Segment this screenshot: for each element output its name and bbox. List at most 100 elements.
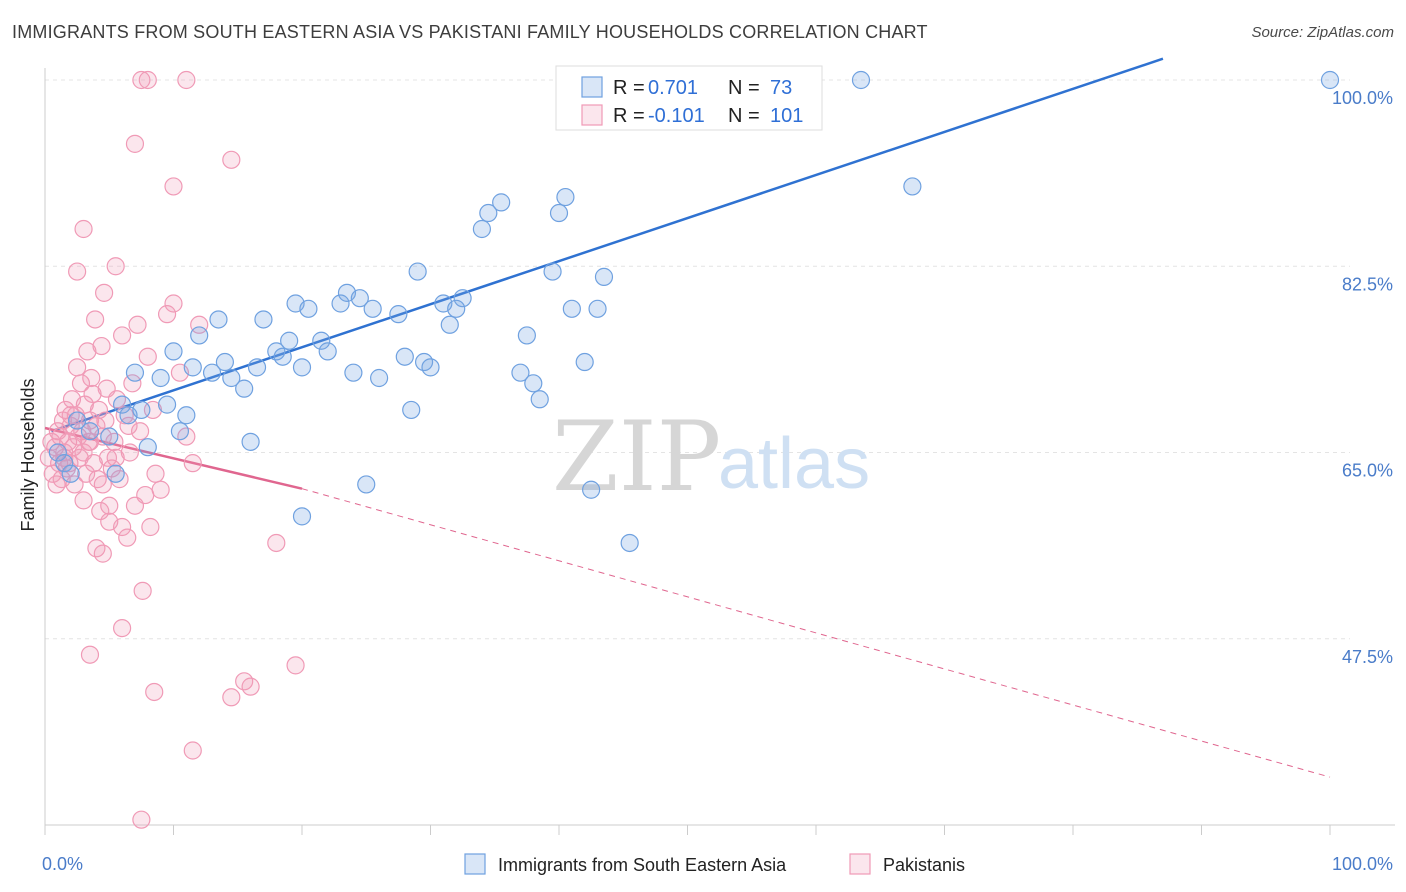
point-pakistanis bbox=[138, 347, 157, 366]
point-immigrants-se-asia bbox=[254, 310, 273, 329]
point-immigrants-se-asia bbox=[61, 464, 80, 483]
point-pakistanis bbox=[118, 528, 137, 547]
point-pakistanis bbox=[80, 645, 100, 664]
point-immigrants-se-asia bbox=[479, 203, 498, 223]
point-immigrants-se-asia bbox=[138, 438, 157, 457]
point-immigrants-se-asia bbox=[222, 368, 241, 388]
point-pakistanis bbox=[222, 150, 241, 169]
point-pakistanis bbox=[65, 475, 84, 494]
point-pakistanis bbox=[100, 496, 119, 515]
point-pakistanis bbox=[132, 70, 151, 90]
point-pakistanis bbox=[68, 262, 87, 281]
point-immigrants-se-asia bbox=[80, 422, 100, 441]
watermark: ZIP atlas bbox=[552, 401, 870, 513]
point-pakistanis bbox=[132, 810, 151, 829]
point-pakistanis bbox=[183, 741, 202, 760]
legend-n-label: N = bbox=[728, 105, 760, 127]
point-immigrants-se-asia bbox=[440, 315, 459, 334]
point-pakistanis bbox=[95, 283, 114, 302]
legend-n-value: 73 bbox=[770, 77, 792, 99]
point-pakistanis bbox=[222, 688, 241, 707]
point-immigrants-se-asia bbox=[106, 464, 125, 483]
point-pakistanis bbox=[267, 533, 286, 553]
point-pakistanis bbox=[98, 448, 118, 467]
point-immigrants-se-asia bbox=[594, 267, 614, 286]
point-immigrants-se-asia bbox=[299, 299, 318, 318]
trend-line-pakistanis-extension bbox=[301, 488, 1331, 778]
point-immigrants-se-asia bbox=[312, 331, 331, 350]
y-tick-label: 65.0% bbox=[1342, 461, 1393, 481]
legend-r-label: R = bbox=[613, 77, 645, 99]
point-immigrants-se-asia bbox=[344, 363, 363, 382]
point-immigrants-se-asia bbox=[209, 310, 228, 329]
point-pakistanis bbox=[145, 682, 164, 702]
watermark-atlas: atlas bbox=[718, 424, 870, 504]
point-pakistanis bbox=[83, 384, 102, 404]
point-pakistanis bbox=[78, 342, 97, 361]
point-immigrants-se-asia bbox=[530, 390, 549, 409]
point-immigrants-se-asia bbox=[588, 299, 607, 318]
point-pakistanis bbox=[120, 443, 139, 462]
point-immigrants-se-asia bbox=[472, 219, 491, 239]
point-pakistanis bbox=[151, 480, 170, 499]
point-immigrants-se-asia bbox=[620, 533, 639, 553]
legend-swatch-blue bbox=[581, 76, 603, 98]
point-pakistanis bbox=[43, 464, 62, 483]
point-immigrants-se-asia bbox=[280, 331, 299, 350]
y-tick-label: 82.5% bbox=[1342, 274, 1393, 294]
legend-r-value: 0.701 bbox=[648, 77, 698, 99]
point-pakistanis bbox=[138, 70, 157, 90]
point-pakistanis bbox=[164, 177, 183, 196]
point-immigrants-se-asia bbox=[112, 395, 132, 414]
point-immigrants-se-asia bbox=[421, 358, 440, 377]
point-immigrants-se-asia bbox=[273, 347, 292, 366]
series-legend: Immigrants from South Eastern Asia Pakist… bbox=[464, 853, 965, 875]
x-tick-labels: 0.0% 100.0% bbox=[42, 854, 1393, 874]
point-immigrants-se-asia bbox=[68, 411, 87, 430]
point-pakistanis bbox=[93, 544, 112, 563]
data-points bbox=[39, 70, 1340, 829]
point-immigrants-se-asia bbox=[350, 289, 369, 308]
correlation-legend: R = 0.701 N = 73 R = -0.101 N = 101 bbox=[555, 65, 823, 131]
point-pakistanis bbox=[136, 485, 155, 505]
legend-n-value: 101 bbox=[770, 105, 803, 127]
x-tick-label: 0.0% bbox=[42, 854, 83, 874]
chart-title: IMMIGRANTS FROM SOUTH EASTERN ASIA VS PA… bbox=[12, 22, 928, 42]
point-immigrants-se-asia bbox=[48, 443, 67, 462]
series-legend-label: Pakistanis bbox=[883, 855, 965, 875]
point-pakistanis bbox=[105, 432, 124, 451]
point-immigrants-se-asia bbox=[318, 342, 337, 361]
point-immigrants-se-asia bbox=[202, 363, 222, 382]
point-immigrants-se-asia bbox=[389, 305, 408, 324]
point-pakistanis bbox=[164, 294, 183, 313]
point-immigrants-se-asia bbox=[100, 427, 119, 446]
point-immigrants-se-asia bbox=[402, 400, 421, 420]
legend-r-label: R = bbox=[613, 105, 645, 127]
point-pakistanis bbox=[123, 374, 142, 393]
y-tick-label: 100.0% bbox=[1332, 88, 1393, 108]
point-pakistanis bbox=[146, 464, 165, 483]
point-immigrants-se-asia bbox=[524, 374, 543, 393]
point-immigrants-se-asia bbox=[492, 193, 511, 212]
legend-swatch-pink bbox=[581, 104, 603, 126]
point-immigrants-se-asia bbox=[575, 352, 594, 372]
point-immigrants-se-asia bbox=[517, 326, 536, 345]
point-pakistanis bbox=[74, 491, 93, 510]
point-pakistanis bbox=[86, 310, 105, 329]
grid-lines bbox=[45, 79, 1350, 640]
point-pakistanis bbox=[115, 406, 134, 425]
source-credit: Source: ZipAtlas.com bbox=[1251, 24, 1394, 41]
point-immigrants-se-asia bbox=[549, 203, 569, 223]
point-immigrants-se-asia bbox=[292, 507, 312, 526]
point-immigrants-se-asia bbox=[331, 294, 350, 313]
point-immigrants-se-asia bbox=[453, 289, 472, 308]
y-tick-label: 47.5% bbox=[1342, 647, 1393, 667]
x-tick-label: 100.0% bbox=[1332, 854, 1393, 874]
point-immigrants-se-asia bbox=[125, 363, 145, 382]
point-pakistanis bbox=[130, 422, 150, 441]
point-immigrants-se-asia bbox=[447, 299, 466, 318]
point-immigrants-se-asia bbox=[247, 358, 267, 377]
point-immigrants-se-asia bbox=[241, 432, 260, 451]
point-immigrants-se-asia bbox=[215, 352, 234, 372]
